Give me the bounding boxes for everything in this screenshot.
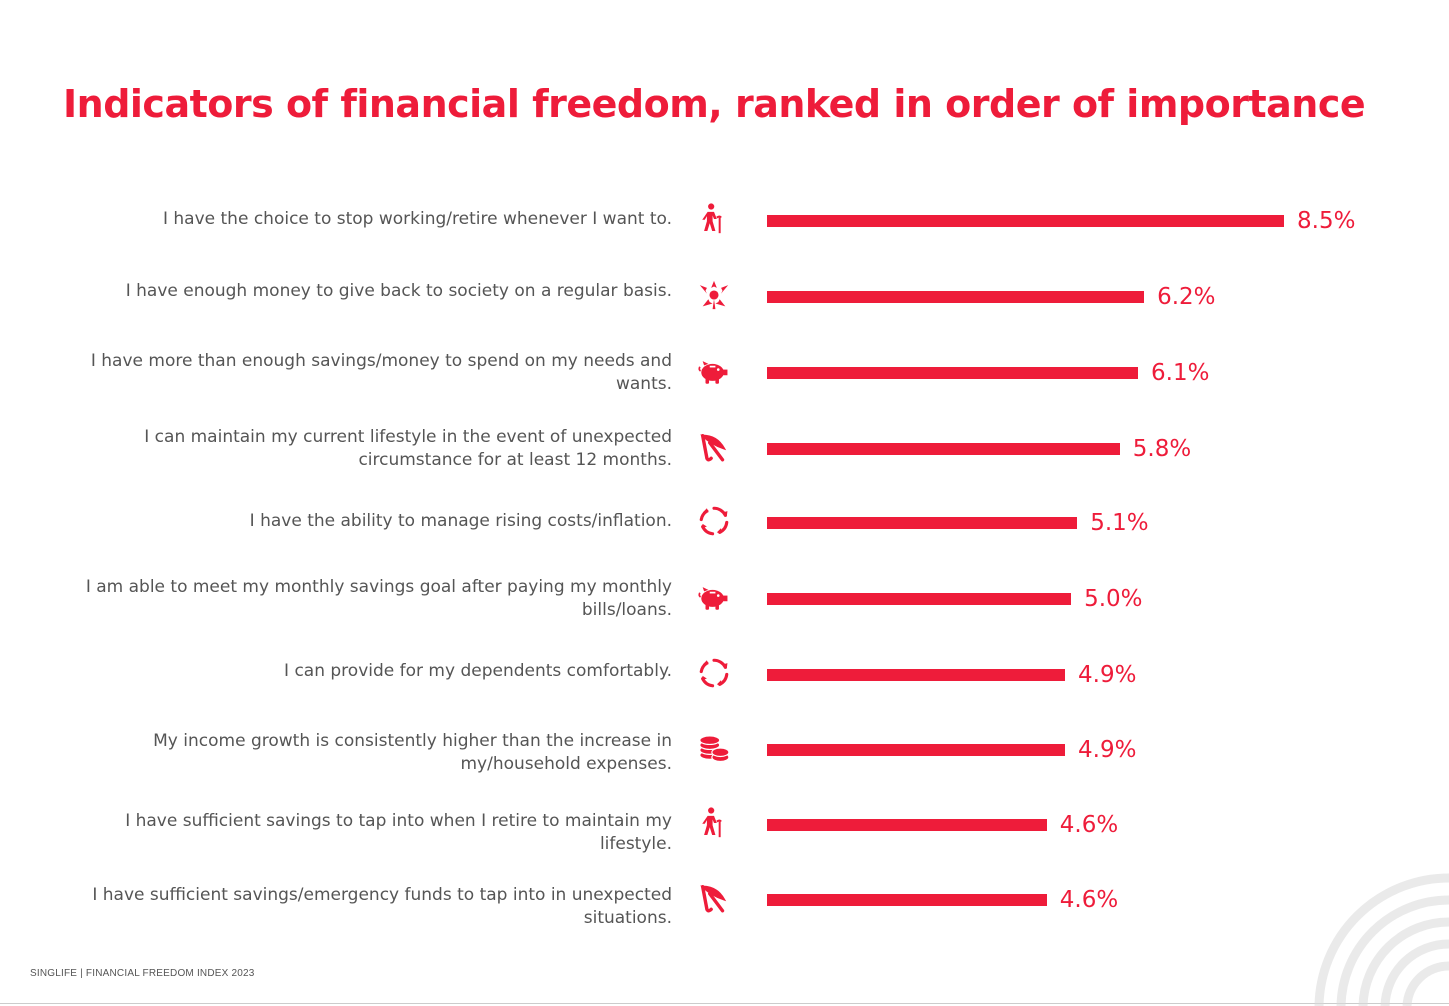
bar-category-label: I am able to meet my monthly savings goa…: [85, 577, 672, 620]
bottom-divider: [0, 1003, 1449, 1004]
bar-category-label: I have enough money to give back to soci…: [125, 280, 672, 301]
bar-value-label: 5.1%: [1090, 510, 1149, 536]
bar-category-label: I have sufficient savings/emergency fund…: [92, 885, 672, 928]
bar-category-label: I have the choice to stop working/retire…: [162, 208, 672, 229]
bar-category-label: I can provide for my dependents comforta…: [284, 660, 672, 681]
bar-value-label: 8.5%: [1297, 208, 1356, 234]
bar-category-label: I have more than enough savings/money to…: [90, 351, 672, 394]
bar-value-label: 4.9%: [1078, 662, 1137, 688]
bar: [767, 367, 1138, 379]
piggy-bank-icon: [694, 577, 734, 617]
bar-value-label: 5.0%: [1084, 586, 1143, 612]
bar-value-label: 6.2%: [1157, 284, 1216, 310]
bar-value-label: 6.1%: [1151, 360, 1210, 386]
footer-source: SINGLIFE | FINANCIAL FREEDOM INDEX 2023: [30, 968, 255, 979]
elderly-person-icon: [694, 803, 734, 843]
bar-value-label: 4.6%: [1059, 887, 1119, 913]
bar-category-label: I have sufficient savings to tap into wh…: [125, 811, 672, 854]
umbrella-icon: [694, 878, 734, 918]
bar: [767, 819, 1047, 831]
bar-category-label: I can maintain my current lifestyle in t…: [144, 427, 672, 470]
bar: [767, 443, 1120, 455]
piggy-bank-icon: [694, 351, 734, 391]
chart-title: Indicators of financial freedom, ranked …: [63, 82, 1366, 126]
bar: [767, 894, 1047, 906]
bar: [767, 669, 1065, 681]
bar: [767, 215, 1284, 227]
umbrella-icon: [694, 427, 734, 467]
bar: [767, 593, 1072, 605]
bar: [767, 517, 1078, 529]
bar-category-label: I have the ability to manage rising cost…: [249, 510, 672, 531]
bar-category-label: My income growth is consistently higher …: [153, 731, 672, 774]
bar-value-label: 5.8%: [1132, 436, 1192, 462]
bar: [767, 744, 1065, 756]
bar-value-label: 4.9%: [1078, 737, 1137, 763]
brand-swirl-icon: [1314, 873, 1449, 1006]
cycle-arrows-icon: [694, 501, 734, 541]
coin-stack-icon: [694, 728, 734, 768]
elderly-person-icon: [694, 199, 734, 239]
bar: [767, 291, 1145, 303]
bar-value-label: 4.6%: [1059, 812, 1119, 838]
cycle-arrows-icon: [694, 653, 734, 693]
charity-hands-icon: [694, 275, 734, 315]
